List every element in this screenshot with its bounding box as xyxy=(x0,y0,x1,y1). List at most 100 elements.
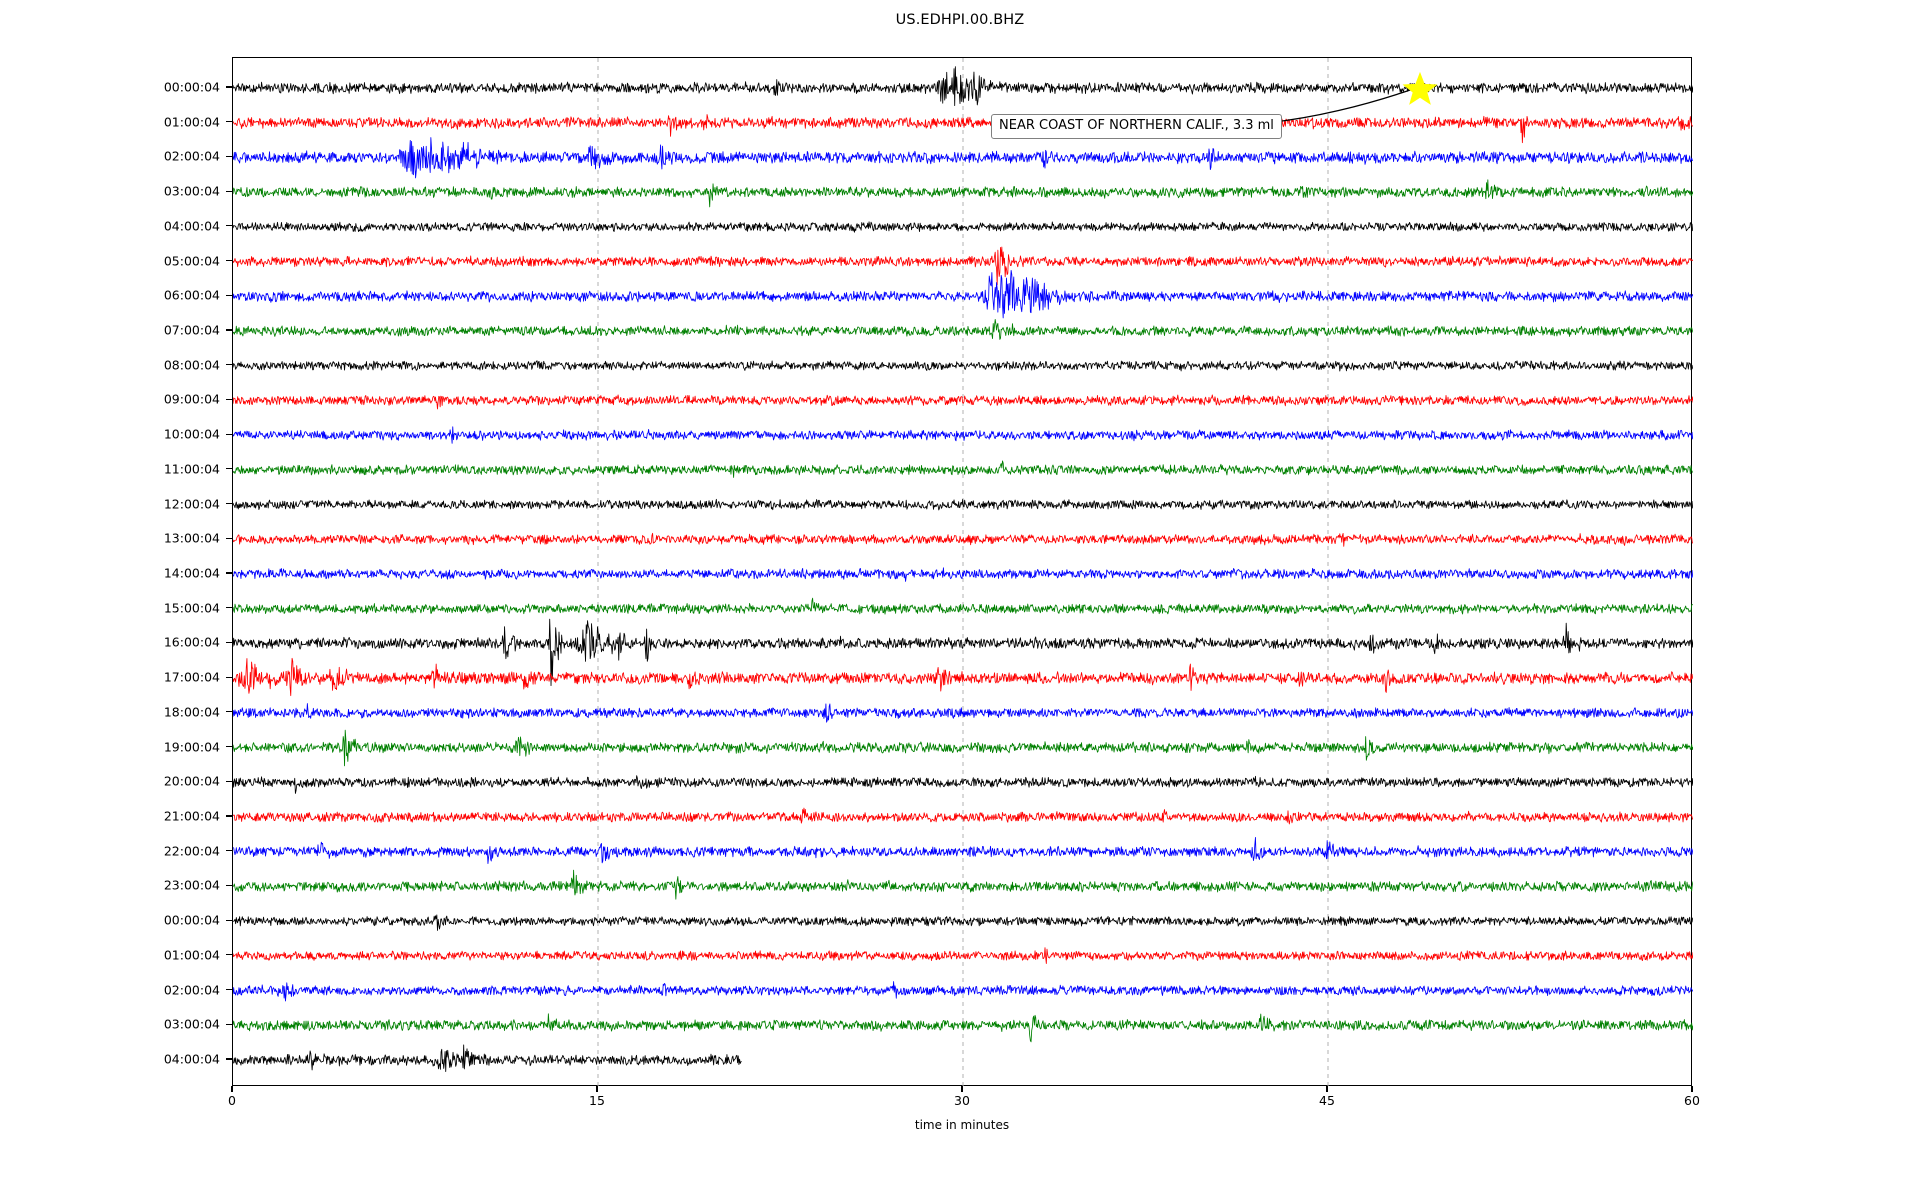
seismogram-trace xyxy=(233,597,1693,615)
y-axis-tick-mark xyxy=(226,1023,232,1025)
seismogram-trace xyxy=(233,703,1693,723)
x-axis-tick-label: 15 xyxy=(589,1093,605,1108)
seismogram-traces xyxy=(233,58,1693,1087)
y-axis-tick-label: 06:00:04 xyxy=(163,287,220,303)
seismogram-trace xyxy=(233,137,1693,179)
y-axis-tick-mark xyxy=(226,988,232,991)
x-axis-tick-label: 0 xyxy=(228,1093,236,1108)
seismogram-trace xyxy=(233,807,1693,825)
y-axis-tick-mark xyxy=(226,711,232,713)
event-annotation-callout[interactable]: NEAR COAST OF NORTHERN CALIF., 3.3 ml xyxy=(991,114,1282,140)
y-axis-tick-mark xyxy=(226,850,232,852)
seismogram-trace xyxy=(233,460,1693,478)
x-axis-tick-mark xyxy=(231,1086,233,1092)
seismogram-trace xyxy=(233,837,1693,864)
seismogram-trace xyxy=(233,114,1693,144)
y-axis-tick-label: 20:00:04 xyxy=(163,773,220,789)
seismogram-trace xyxy=(233,394,1693,410)
y-axis-tick-label: 19:00:04 xyxy=(163,739,220,755)
y-axis-tick-label: 11:00:04 xyxy=(163,461,220,477)
y-axis-tick-label: 01:00:04 xyxy=(163,114,220,130)
y-axis-tick-label: 03:00:04 xyxy=(163,183,220,199)
x-axis-tick-label: 45 xyxy=(1319,1093,1335,1108)
page-title: US.EDHPI.00.BHZ xyxy=(895,12,1025,28)
y-axis-tick-label: 07:00:04 xyxy=(163,322,220,338)
y-axis-tick-label: 00:00:04 xyxy=(163,912,220,928)
seismogram-trace xyxy=(233,246,1693,286)
seismogram-trace xyxy=(233,914,1693,931)
seismogram-trace xyxy=(233,179,1693,208)
y-axis-tick-mark xyxy=(226,259,232,262)
y-axis-tick-mark xyxy=(226,607,232,609)
y-axis-tick-label: 04:00:04 xyxy=(163,1051,220,1067)
y-axis-tick-label: 18:00:04 xyxy=(163,704,220,720)
seismogram-trace xyxy=(233,270,1693,319)
seismogram-trace xyxy=(233,426,1693,444)
seismogram-trace xyxy=(233,221,1693,233)
y-axis-tick-label: 14:00:04 xyxy=(163,565,220,581)
y-axis-tick-label: 21:00:04 xyxy=(163,808,220,824)
y-axis-tick-label: 22:00:04 xyxy=(163,843,220,859)
y-axis-tick-mark xyxy=(226,121,232,123)
y-axis-tick-label: 23:00:04 xyxy=(163,877,220,893)
y-axis-tick-mark xyxy=(226,329,232,331)
y-axis-tick-label: 16:00:04 xyxy=(163,634,220,650)
y-axis-tick-mark xyxy=(226,468,232,470)
y-axis-tick-mark xyxy=(226,294,232,296)
y-axis-tick-mark xyxy=(226,364,232,366)
y-axis-tick-mark xyxy=(226,884,232,887)
x-axis-tick-label: 30 xyxy=(954,1093,970,1108)
y-axis-tick-mark xyxy=(226,1058,232,1060)
seismogram-trace xyxy=(233,981,1693,1002)
y-axis-tick-mark xyxy=(226,641,232,644)
seismogram-trace xyxy=(233,532,1693,547)
y-axis-tick-label: 08:00:04 xyxy=(163,357,220,373)
y-axis-tick-mark xyxy=(226,190,232,192)
x-axis-tick-mark xyxy=(1691,1086,1693,1092)
y-axis-tick-mark xyxy=(226,745,232,748)
y-axis-tick-label: 15:00:04 xyxy=(163,600,220,616)
seismogram-trace xyxy=(233,66,1693,107)
seismogram-trace xyxy=(233,498,1693,511)
y-axis-tick-mark xyxy=(226,537,232,539)
y-axis-tick-label: 02:00:04 xyxy=(163,148,220,164)
y-axis-tick-mark xyxy=(226,225,232,227)
plot-axes xyxy=(232,57,1693,1087)
event-annotation-text: NEAR COAST OF NORTHERN CALIF., 3.3 ml xyxy=(999,118,1274,133)
y-axis-tick-label: 12:00:04 xyxy=(163,496,220,512)
x-axis-tick-mark xyxy=(1326,1086,1328,1092)
y-axis-tick-mark xyxy=(226,502,232,505)
seismogram-trace xyxy=(233,618,1693,686)
seismogram-trace xyxy=(233,1044,742,1073)
y-axis-tick-label: 04:00:04 xyxy=(163,218,220,234)
seismogram-trace xyxy=(233,869,1693,900)
seismogram-trace xyxy=(233,947,1693,964)
y-axis-tick-label: 09:00:04 xyxy=(163,391,220,407)
y-axis-tick-label: 13:00:04 xyxy=(163,530,220,546)
seismogram-trace xyxy=(233,657,1693,697)
x-axis-tick-label: 60 xyxy=(1684,1093,1700,1108)
y-axis-tick-label: 00:00:04 xyxy=(163,79,220,95)
y-axis-tick-label: 01:00:04 xyxy=(163,947,220,963)
x-axis-tick-mark xyxy=(596,1086,598,1092)
y-axis-tick-mark xyxy=(226,572,232,574)
y-axis-tick-label: 02:00:04 xyxy=(163,982,220,998)
x-axis-label: time in minutes xyxy=(914,1118,1010,1132)
y-axis-tick-mark xyxy=(226,155,232,158)
seismogram-trace xyxy=(233,567,1693,582)
y-axis-tick-label: 10:00:04 xyxy=(163,426,220,442)
y-axis-tick-mark xyxy=(226,398,232,401)
y-axis-tick-mark xyxy=(226,676,232,678)
seismogram-trace xyxy=(233,729,1693,767)
y-axis-tick-mark xyxy=(226,954,232,956)
y-axis-tick-mark xyxy=(226,919,232,921)
y-axis-tick-mark xyxy=(226,780,232,782)
y-axis-tick-mark xyxy=(226,815,232,817)
y-axis-tick-label: 17:00:04 xyxy=(163,669,220,685)
seismogram-trace xyxy=(233,318,1693,340)
seismogram-trace xyxy=(233,360,1693,372)
seismogram-trace xyxy=(233,775,1693,794)
seismogram-trace xyxy=(233,1013,1693,1043)
